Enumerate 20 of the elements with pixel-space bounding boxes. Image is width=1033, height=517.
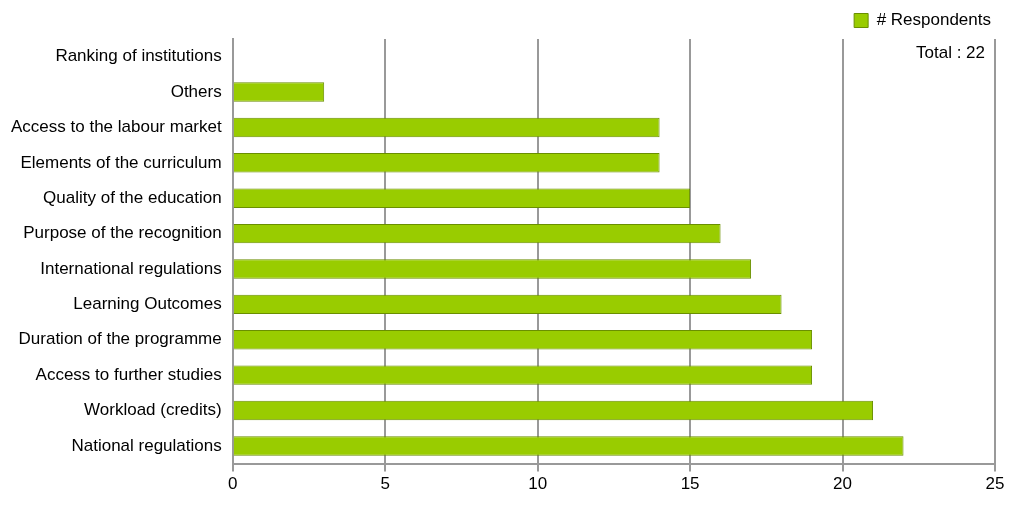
y-tick-label: Ranking of institutions [55, 46, 222, 66]
y-tick-label: Quality of the education [43, 187, 222, 207]
x-tick-label: 15 [680, 474, 700, 494]
y-tick-label: Workload (credits) [84, 400, 222, 420]
y-tick-label: International regulations [40, 258, 222, 278]
x-tick-label: 5 [380, 474, 390, 494]
y-tick-label: Learning Outcomes [73, 294, 222, 314]
x-tick-label: 10 [528, 474, 548, 494]
y-tick-label: Access to further studies [35, 364, 222, 384]
legend-label: # Respondents [876, 10, 992, 30]
x-tick-label: 25 [985, 474, 1005, 494]
y-tick-label: Elements of the curriculum [20, 152, 222, 172]
annotation: Total : 22 [916, 43, 985, 63]
y-tick-label: National regulations [71, 435, 222, 455]
y-tick-label: Purpose of the recognition [23, 223, 222, 243]
y-tick-label: Duration of the programme [18, 329, 222, 349]
y-tick-label: Others [170, 81, 222, 101]
x-tick-label: 20 [833, 474, 852, 494]
x-tick-label: 0 [227, 474, 238, 494]
y-tick-label: Access to the labour market [10, 117, 222, 137]
